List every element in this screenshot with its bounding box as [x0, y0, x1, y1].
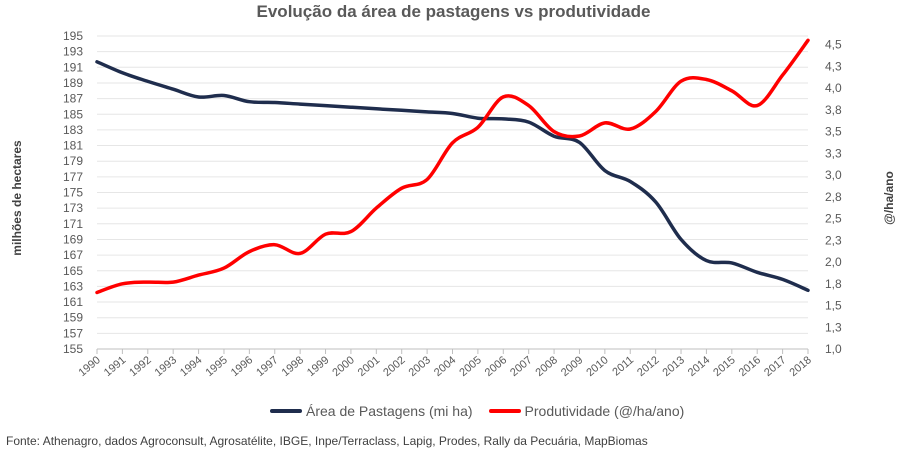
y-axis-right-ticks: 1,0 1,3 1,5 1,8 2,0 2,3 2,5 2,8 3,0 3,3 3,5 3,8 4,0 4… [825, 38, 842, 356]
y-right-tick-label: 2,3 [825, 233, 842, 247]
x-tick-label: 1998 [280, 354, 306, 379]
y-right-tick-label: 1,8 [825, 277, 842, 291]
x-tick-label: 1996 [229, 354, 255, 379]
x-tick-label: 1992 [127, 354, 153, 379]
x-tick-label: 1999 [305, 354, 331, 379]
series-lines [95, 38, 810, 295]
y-left-tick-label: 193 [63, 45, 83, 59]
y-left-tick-label: 175 [63, 186, 83, 200]
y-right-tick-label: 1,0 [825, 342, 842, 356]
x-tick-label: 2008 [534, 354, 560, 379]
x-tick-label: 2003 [407, 354, 433, 379]
x-tick-label: 1993 [153, 354, 179, 379]
y-left-tick-label: 185 [63, 107, 83, 121]
y-left-tick-label: 173 [63, 201, 83, 215]
y-left-tick-label: 191 [63, 60, 83, 74]
x-tick-label: 2014 [686, 354, 712, 379]
gridlines [97, 35, 808, 350]
series-line-productivity [95, 38, 810, 295]
y-left-tick-label: 195 [63, 29, 83, 43]
y-left-tick-label: 171 [63, 217, 83, 231]
x-tick-label: 2006 [483, 354, 509, 379]
x-tick-label: 2001 [356, 354, 382, 379]
x-tick-label: 1997 [254, 354, 280, 379]
x-tick-label: 1994 [178, 354, 204, 379]
y-left-tick-label: 181 [63, 139, 83, 153]
x-tick-label: 2000 [330, 354, 356, 379]
x-tick-label: 2010 [584, 354, 610, 379]
y-left-tick-label: 155 [63, 342, 83, 356]
x-tick-label: 1991 [102, 354, 128, 379]
legend-label-area: Área de Pastagens (mi ha) [306, 403, 473, 419]
x-tick-label: 2009 [559, 354, 585, 379]
y-left-tick-label: 179 [63, 154, 83, 168]
y-right-tick-label: 3,0 [825, 168, 842, 182]
legend-label-productivity: Produtividade (@/ha/ano) [524, 403, 685, 419]
source-note: Fonte: Athenagro, dados Agroconsult, Agr… [6, 434, 648, 448]
y-left-tick-label: 187 [63, 92, 83, 106]
y-right-tick-label: 4,0 [825, 81, 842, 95]
x-tick-label: 2007 [508, 354, 534, 379]
y-left-tick-label: 189 [63, 76, 83, 90]
legend-item-productivity: Produtividade (@/ha/ano) [488, 403, 685, 419]
x-tick-label: 2004 [432, 354, 458, 379]
legend-swatch-area [270, 409, 302, 413]
x-tick-label: 2016 [737, 354, 763, 379]
series-line-area [95, 60, 810, 293]
y-left-tick-label: 159 [63, 311, 83, 325]
y-left-tick-label: 163 [63, 279, 83, 293]
legend: Área de Pastagens (mi ha) Produtividade … [270, 403, 700, 419]
x-tick-label: 2005 [457, 354, 483, 379]
y-right-tick-label: 1,3 [825, 320, 842, 334]
y-right-tick-label: 4,5 [825, 38, 842, 52]
y-left-tick-label: 183 [63, 123, 83, 137]
legend-item-area: Área de Pastagens (mi ha) [270, 403, 473, 419]
line-chart: 1551571591611631651671691711731751771791… [63, 29, 842, 379]
y-left-tick-label: 167 [63, 248, 83, 262]
legend-swatch-productivity [488, 409, 521, 413]
y-left-tick-label: 157 [63, 326, 83, 340]
y-right-tick-label: 2,0 [825, 255, 842, 269]
y-right-tick-label: 1,5 [825, 299, 842, 313]
x-tick-label: 1995 [203, 354, 229, 379]
chart-title: Evolução da área de pastagens vs produti… [256, 2, 651, 21]
y-axis-left-ticks: 1551571591611631651671691711731751771791… [63, 29, 83, 356]
y-left-tick-label: 161 [63, 295, 83, 309]
x-tick-label: 2015 [711, 354, 737, 379]
y-right-tick-label: 4,3 [825, 59, 842, 73]
y-right-tick-label: 3,5 [825, 125, 842, 139]
y-left-tick-label: 177 [63, 170, 83, 184]
x-tick-label: 1990 [76, 354, 102, 379]
x-tick-label: 2017 [762, 354, 788, 379]
x-tick-label: 2002 [381, 354, 407, 379]
y-right-tick-label: 2,8 [825, 190, 842, 204]
x-tick-label: 2011 [610, 354, 636, 378]
y-right-tick-label: 3,8 [825, 103, 842, 117]
x-axis-ticks: 1990199119921993199419951996199719981999… [76, 349, 814, 379]
x-tick-label: 2018 [787, 354, 813, 379]
x-tick-label: 2013 [660, 354, 686, 379]
x-tick-label: 2012 [635, 354, 661, 379]
y-left-tick-label: 165 [63, 264, 83, 278]
y-right-tick-label: 3,3 [825, 146, 842, 160]
y-right-tick-label: 2,5 [825, 212, 842, 226]
y-left-tick-label: 169 [63, 232, 83, 246]
